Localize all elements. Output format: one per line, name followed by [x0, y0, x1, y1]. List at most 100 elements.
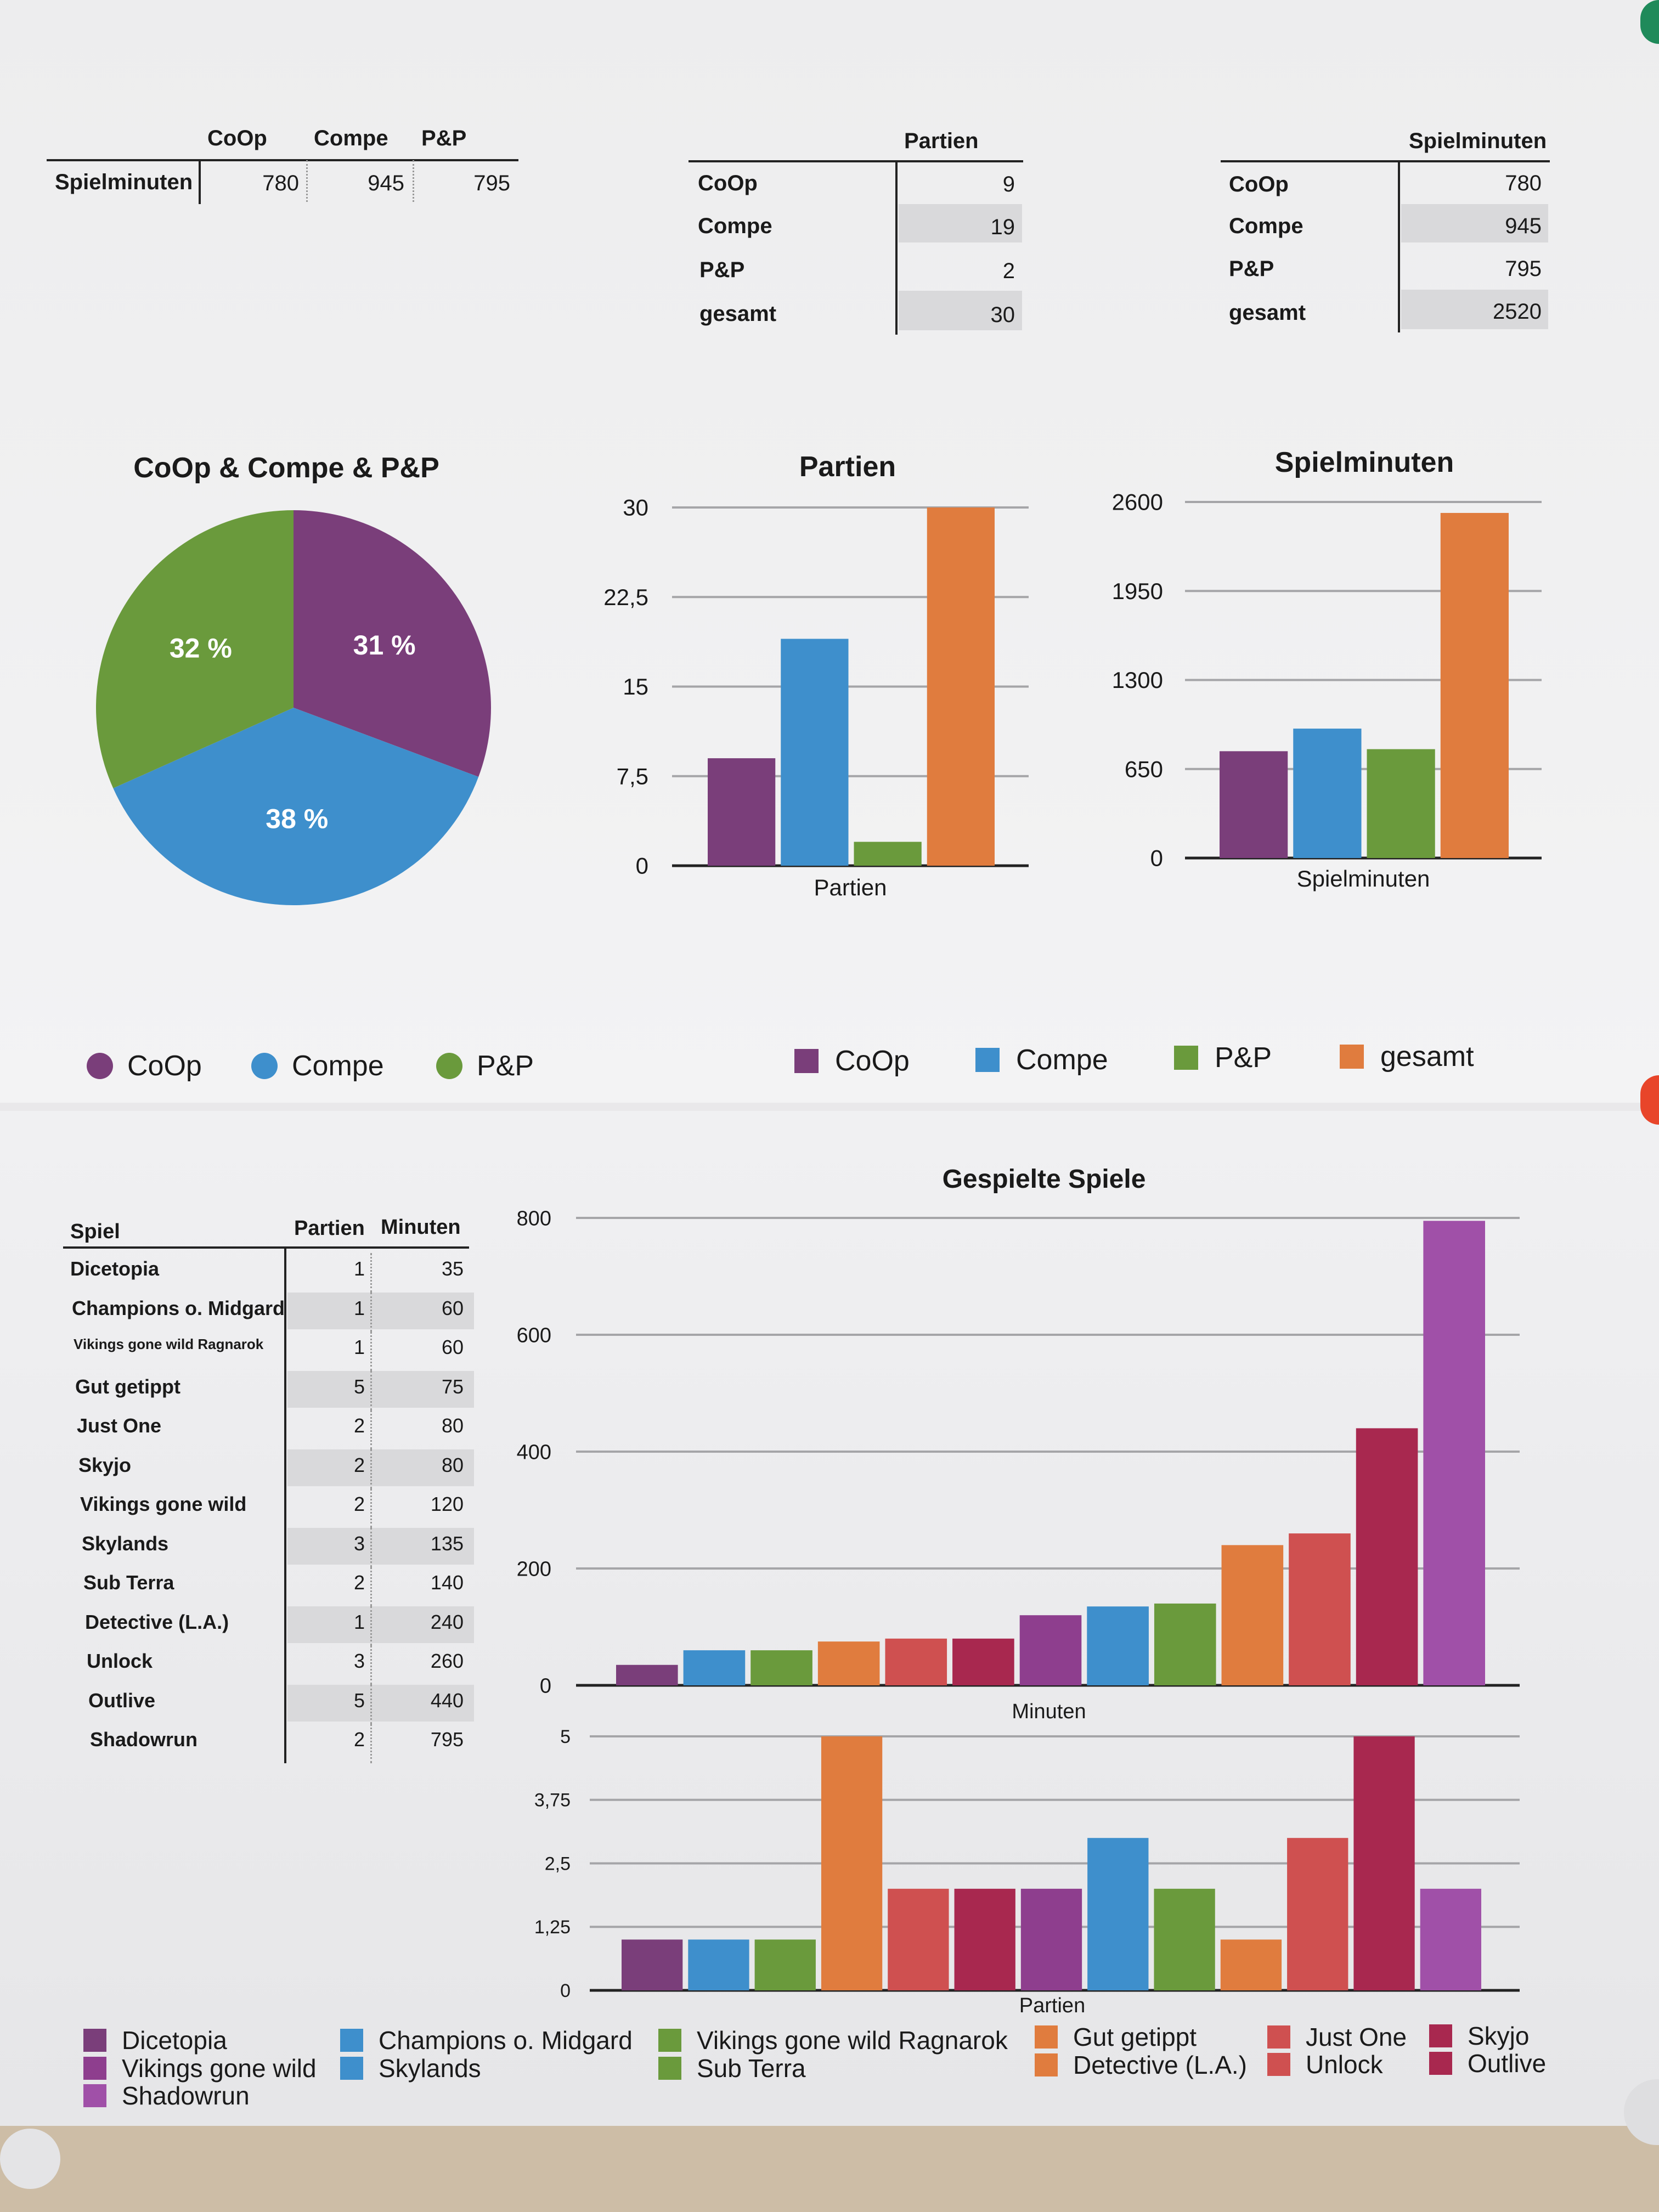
table-cell-minuten: 35: [441, 1257, 464, 1280]
cell-shade: [899, 204, 1022, 242]
legend-label: Sub Terra: [697, 2054, 806, 2083]
table-cell-partien: 5: [353, 1375, 365, 1398]
table-cell-minuten: 795: [430, 1728, 464, 1751]
table-cell-minuten: 240: [430, 1610, 464, 1633]
partien-bar: [854, 842, 922, 866]
column-header: Compe: [314, 126, 388, 150]
table-rule: [47, 159, 518, 161]
legend-swatch-icon: [975, 1048, 1000, 1072]
cell-divider: [370, 1488, 372, 1528]
games-partien-bar: [688, 1939, 749, 1990]
table-cell-minuten: 60: [441, 1336, 464, 1358]
table-rule: [1398, 161, 1400, 332]
legend-label: Dicetopia: [122, 2026, 227, 2055]
table-cell: 19: [990, 215, 1015, 239]
spielminuten-chart-title: Spielminuten: [1275, 447, 1454, 478]
column-header: P&P: [421, 126, 467, 150]
table-cell-minuten: 75: [441, 1375, 464, 1398]
pie-slice: [113, 708, 479, 906]
cell-divider: [370, 1606, 372, 1645]
games-minutes-bar: [1087, 1606, 1149, 1685]
legend-label: Compe: [1016, 1044, 1108, 1076]
legend-item: CoOp: [87, 1049, 202, 1082]
games-partien-bar: [622, 1939, 683, 1990]
games-minutes-x-label: Minuten: [1012, 1700, 1086, 1723]
legend-item: Vikings gone wild: [83, 2053, 317, 2083]
table-cell-partien: 2: [353, 1414, 365, 1437]
games-minutes-bar: [1019, 1615, 1082, 1685]
partien-tick-label: 22,5: [603, 584, 648, 610]
white-pin-left: [0, 2129, 60, 2189]
cell-shade: [287, 1370, 474, 1408]
spielminuten-bar: [1293, 729, 1362, 858]
legend-swatch-icon: [83, 2029, 106, 2052]
table-cell-minuten: 260: [430, 1650, 464, 1672]
table-cell-spiel: Dicetopia: [70, 1257, 160, 1280]
partien-tick-label: 7,5: [617, 763, 648, 789]
table-cell-spiel: Just One: [77, 1414, 162, 1437]
row-label: P&P: [1229, 257, 1274, 281]
games-minutes-bar: [952, 1638, 1014, 1685]
legend-item: Skyjo: [1429, 2021, 1529, 2051]
legend-label: Vikings gone wild: [122, 2054, 317, 2083]
table-cell: 945: [368, 171, 404, 195]
pie-slice: [96, 510, 294, 788]
partien-tick-label: 0: [636, 853, 648, 879]
cell-shade: [899, 291, 1022, 330]
games-partien-tick-label: 1,25: [534, 1917, 571, 1938]
legend-label: CoOp: [127, 1050, 202, 1082]
legend-item: Unlock: [1267, 2050, 1383, 2079]
games-minutes-tick-label: 600: [517, 1324, 551, 1347]
games-minutes-bar: [1154, 1603, 1216, 1685]
row-label: Compe: [1229, 214, 1304, 238]
legend-item: Outlive: [1429, 2049, 1546, 2078]
legend-swatch-icon: [658, 2029, 681, 2052]
table-cell-partien: 1: [353, 1257, 365, 1280]
table-cell-spiel: Sub Terra: [83, 1571, 174, 1594]
games-minutes-bar: [1423, 1221, 1485, 1685]
games-minutes-bar: [1356, 1428, 1418, 1685]
games-minutes-tick-label: 200: [517, 1558, 551, 1581]
partien-x-label: Partien: [814, 874, 887, 900]
table-cell-minuten: 120: [430, 1493, 464, 1515]
games-partien-bar: [1020, 1888, 1082, 1990]
pie-data-label: 32 %: [170, 633, 232, 663]
cell-shade: [1401, 204, 1548, 242]
cell-shade: [287, 1449, 474, 1486]
table-cell: 780: [1505, 171, 1542, 195]
games-partien-tick-label: 2,5: [545, 1853, 571, 1874]
table-cell-spiel: Champions o. Midgard: [72, 1296, 285, 1319]
games-partien-tick-label: 3,75: [534, 1790, 571, 1811]
games-minutes-tick-label: 800: [517, 1207, 551, 1230]
games-partien-bar: [754, 1939, 816, 1990]
cell-divider: [370, 1253, 372, 1293]
games-partien-bar: [1154, 1888, 1215, 1990]
legend-swatch-icon: [1267, 2053, 1290, 2076]
legend-label: Unlock: [1306, 2050, 1383, 2079]
column-header: CoOp: [207, 126, 267, 150]
spielminuten-bars: [1220, 512, 1509, 858]
games-partien-bar: [821, 1736, 883, 1990]
table-cell-spiel: Skylands: [82, 1532, 169, 1555]
table-cell: 9: [1002, 172, 1015, 196]
games-minutes-bars: [616, 1221, 1485, 1685]
spielminuten-tick-label: 2600: [1112, 489, 1163, 515]
cell-shade: [287, 1527, 474, 1565]
games-minutes-bar: [885, 1638, 947, 1685]
table-rule: [689, 160, 1023, 162]
cell-divider: [370, 1645, 372, 1685]
table-cell-partien: 5: [353, 1689, 365, 1712]
cell-shade: [287, 1292, 474, 1329]
games-minutes-bar: [1289, 1533, 1351, 1685]
games-partien-bar: [1087, 1838, 1149, 1990]
legend-label: Gut getippt: [1073, 2023, 1197, 2051]
cell-divider: [370, 1370, 372, 1410]
legend-swatch-icon: [1429, 2024, 1452, 2047]
legend-label: Shadowrun: [122, 2081, 250, 2110]
pie-data-label: 31 %: [353, 630, 416, 661]
games-partien-bar: [1220, 1939, 1282, 1990]
table-cell-spiel: Vikings gone wild: [80, 1493, 247, 1515]
table-cell: 780: [262, 171, 299, 195]
table-cell-partien: 1: [353, 1336, 365, 1358]
